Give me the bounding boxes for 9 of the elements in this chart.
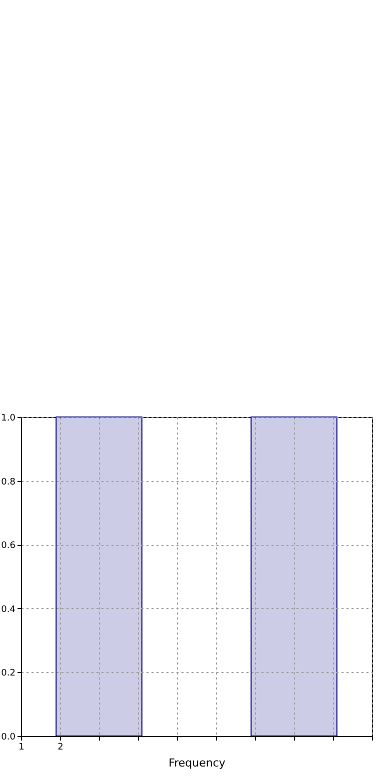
x-tick-label: 2 xyxy=(58,742,64,752)
x-tick-label: 1 xyxy=(18,742,24,752)
y-tick-label: 0.2 xyxy=(1,668,16,679)
y-tick-label: 0.8 xyxy=(1,477,16,488)
x-axis-title: Frequency xyxy=(168,756,226,770)
y-tick-label: 0.0 xyxy=(1,732,16,742)
y-tick-label: 0.6 xyxy=(1,541,16,552)
y-tick-label: 0.4 xyxy=(1,604,16,615)
y-tick-label: 1.0 xyxy=(1,414,16,424)
